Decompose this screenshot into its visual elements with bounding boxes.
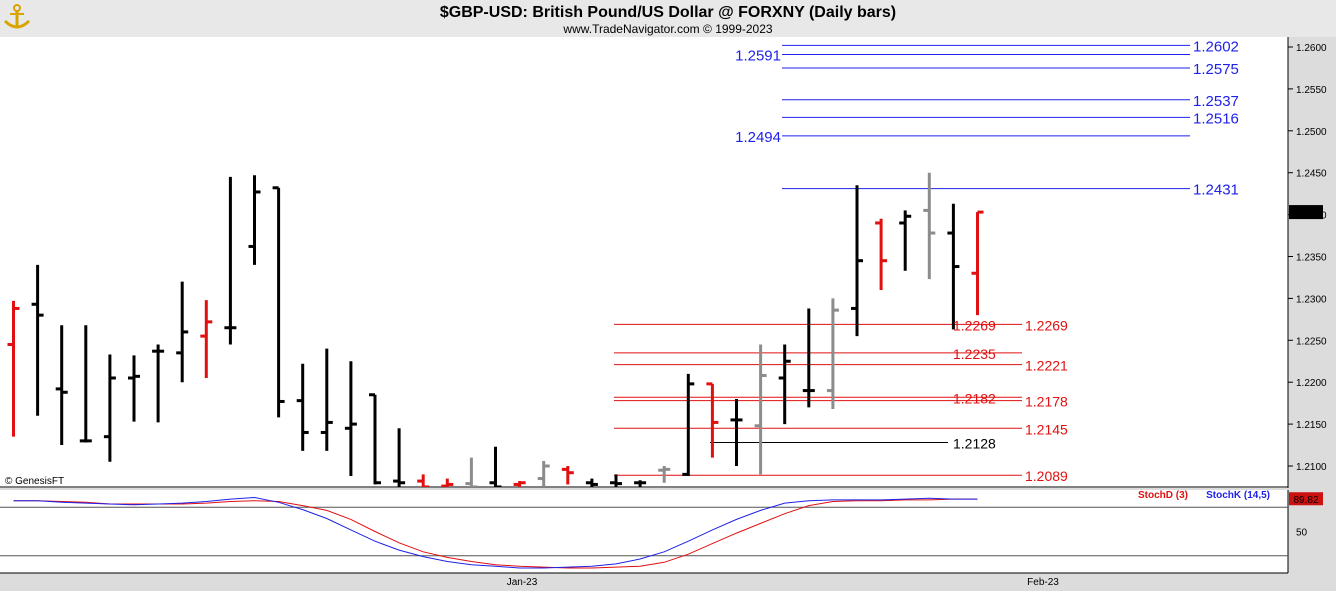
ohlc-bar (224, 176, 237, 345)
resistance-level-label: 1.2537 (1193, 93, 1239, 110)
ohlc-bar (176, 281, 189, 383)
chart-title: $GBP-USD: British Pound/US Dollar @ FORX… (440, 4, 896, 21)
x-label-feb: Feb-23 (1027, 577, 1059, 588)
ohlc-bar (296, 363, 309, 451)
support-level-label-right: 1.2269 (1025, 317, 1068, 333)
ohlc-bar (802, 308, 815, 408)
support-level-label-right: 1.2178 (1025, 394, 1068, 410)
stoch-y-tick-label: 50 (1296, 528, 1308, 539)
ohlc-bar (200, 300, 213, 379)
watermark-text: © GenesisFT (5, 476, 64, 487)
support-level-label-right: 1.2221 (1025, 358, 1068, 374)
support-level-label-right: 1.2089 (1025, 468, 1068, 484)
last-price-tag (1289, 205, 1323, 220)
stochastic-panel: 50 89.82 (0, 492, 1323, 569)
resistance-level-label: 1.2591 (735, 48, 781, 65)
resistance-level-label: 1.2516 (1193, 110, 1239, 127)
ohlc-bar (971, 210, 984, 316)
y-tick-label: 1.2450 (1296, 169, 1327, 180)
support-level-label-right: 1.2145 (1025, 421, 1068, 437)
pivot-level-label: 1.2128 (953, 436, 996, 452)
support-level-label-left: 1.2235 (953, 346, 996, 362)
ohlc-bar (610, 474, 622, 487)
resistance-level-label: 1.2602 (1193, 38, 1239, 55)
price-panel: 1.26001.25501.25001.24501.24001.23501.23… (7, 38, 1327, 487)
ohlc-bar (441, 478, 454, 487)
ohlc-bar (393, 428, 406, 487)
y-tick-label: 1.2350 (1296, 253, 1327, 264)
ohlc-bar (152, 344, 165, 423)
ohlc-bar (706, 382, 719, 458)
ohlc-bar (923, 172, 936, 280)
ohlc-bar (7, 300, 20, 437)
y-tick-label: 1.2600 (1296, 43, 1327, 54)
price-bars-group (7, 44, 1190, 487)
ohlc-bar (248, 175, 261, 265)
ohlc-bar (730, 398, 743, 466)
stoch-k-line (13, 496, 978, 569)
y-tick-label: 1.2150 (1296, 420, 1327, 431)
resistance-level-label: 1.2431 (1193, 182, 1239, 199)
ohlc-bar (658, 466, 671, 483)
ohlc-bar (826, 298, 839, 410)
legend-stoch-k: StochK (14,5) (1206, 490, 1270, 501)
y-tick-label: 1.2300 (1296, 294, 1327, 305)
ohlc-bar (369, 393, 381, 485)
header-band (0, 0, 1336, 37)
ohlc-bar (585, 478, 598, 487)
chart-subtitle: www.TradeNavigator.com © 1999-2023 (562, 22, 772, 36)
legend-stoch-d: StochD (3) (1138, 490, 1188, 501)
anchor-logo-icon (3, 4, 31, 29)
ohlc-bar (31, 264, 44, 416)
ohlc-bar (417, 474, 430, 487)
ohlc-bar (489, 446, 502, 487)
y-tick-label: 1.2550 (1296, 85, 1327, 96)
stoch-d-line (13, 498, 978, 569)
support-level-label-left: 1.2182 (953, 390, 996, 406)
ohlc-bar (561, 466, 574, 485)
ohlc-bar (128, 355, 140, 422)
ohlc-bar (875, 218, 888, 291)
last-price-tag-label: 1.2403 (1291, 208, 1322, 219)
resistance-level-label: 1.2575 (1193, 61, 1239, 78)
ohlc-bar (754, 344, 767, 475)
ohlc-bar (320, 348, 333, 451)
ohlc-bar (899, 210, 912, 271)
y-axis-panel (1288, 37, 1336, 591)
ohlc-bar (103, 354, 116, 462)
ohlc-bar (851, 185, 863, 337)
x-axis-panel (0, 573, 1288, 591)
ohlc-bar (634, 480, 647, 487)
stoch-value-tag (1289, 492, 1323, 506)
support-level-label-left: 1.2269 (953, 317, 996, 333)
ohlc-bar (272, 186, 285, 418)
ohlc-bar (55, 325, 68, 446)
y-tick-label: 1.2250 (1296, 336, 1327, 347)
y-tick-label: 1.2200 (1296, 378, 1327, 389)
y-tick-label: 1.2500 (1296, 127, 1327, 138)
ohlc-bar (778, 344, 791, 425)
ohlc-bar (465, 457, 478, 487)
stoch-value-tag-label: 89.82 (1293, 495, 1318, 506)
ohlc-bar (947, 203, 960, 330)
y-tick-label: 1.2100 (1296, 462, 1327, 473)
ohlc-bar (344, 361, 357, 477)
ohlc-bar (682, 373, 695, 477)
ohlc-bar (537, 460, 550, 487)
resistance-level-label: 1.2494 (735, 129, 781, 146)
ohlc-bar (79, 325, 92, 443)
ohlc-bar (513, 481, 526, 487)
x-label-jan: Jan-23 (507, 577, 538, 588)
